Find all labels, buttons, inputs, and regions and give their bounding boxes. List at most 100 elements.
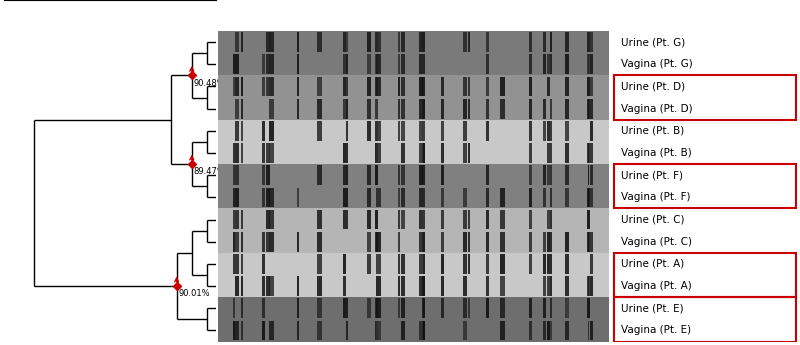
Bar	[422, 32, 426, 52]
Bar	[318, 210, 322, 229]
Bar	[587, 77, 590, 96]
Bar	[346, 188, 349, 207]
Bar	[468, 210, 470, 229]
Bar	[468, 254, 470, 274]
Bar	[529, 121, 532, 141]
Bar	[422, 55, 426, 74]
Bar	[346, 77, 349, 96]
Bar	[235, 99, 239, 119]
Bar	[419, 321, 423, 340]
Bar	[590, 321, 593, 340]
Bar	[398, 254, 400, 274]
Bar	[401, 32, 406, 52]
Text: Urine (Pt. A): Urine (Pt. A)	[622, 259, 685, 269]
Bar	[529, 321, 532, 340]
Bar	[401, 321, 406, 340]
Bar	[441, 188, 444, 207]
Bar	[401, 188, 406, 207]
Bar	[242, 143, 243, 163]
Bar	[262, 55, 266, 74]
Bar	[218, 164, 609, 186]
Bar	[233, 188, 234, 207]
Bar	[235, 276, 239, 296]
Bar	[550, 121, 552, 141]
Bar	[233, 298, 234, 318]
Bar	[401, 276, 406, 296]
Bar	[543, 321, 546, 340]
Bar	[547, 121, 550, 141]
Bar	[266, 77, 270, 96]
Bar	[297, 77, 299, 96]
Bar	[588, 232, 590, 252]
Bar	[463, 210, 466, 229]
Bar	[266, 55, 270, 74]
Bar	[500, 99, 505, 119]
Bar	[550, 32, 552, 52]
Bar	[346, 121, 349, 141]
Bar	[218, 53, 609, 76]
Bar	[346, 143, 349, 163]
Bar	[398, 165, 400, 185]
Bar	[529, 99, 532, 119]
Bar	[441, 77, 444, 96]
Bar	[441, 276, 444, 296]
Bar	[463, 188, 466, 207]
Bar	[401, 165, 406, 185]
Bar	[500, 298, 505, 318]
Bar	[375, 99, 378, 119]
Bar	[422, 121, 426, 141]
Bar	[486, 32, 489, 52]
Bar	[614, 253, 796, 297]
Bar	[590, 32, 593, 52]
Bar	[550, 143, 552, 163]
Bar	[398, 32, 400, 52]
Bar	[318, 99, 322, 119]
Bar	[262, 121, 266, 141]
Bar	[235, 210, 239, 229]
Bar	[588, 298, 590, 318]
Bar	[590, 143, 593, 163]
Bar	[550, 254, 552, 274]
Text: Vagina (Pt. D): Vagina (Pt. D)	[622, 104, 693, 114]
Bar	[614, 297, 796, 342]
Bar	[233, 143, 234, 163]
Bar	[401, 121, 406, 141]
Bar	[218, 208, 609, 231]
Bar	[375, 165, 378, 185]
Bar	[543, 99, 546, 119]
Bar	[297, 276, 299, 296]
Bar	[377, 232, 381, 252]
Bar	[218, 231, 609, 253]
Bar	[587, 55, 590, 74]
Bar	[269, 32, 274, 52]
Bar	[500, 232, 505, 252]
Bar	[565, 99, 569, 119]
Bar	[218, 186, 609, 208]
Bar	[297, 321, 299, 340]
Bar	[550, 298, 552, 318]
Bar	[343, 143, 346, 163]
Bar	[375, 121, 378, 141]
Bar	[590, 188, 593, 207]
Bar	[366, 165, 370, 185]
Bar	[346, 99, 349, 119]
Bar	[422, 321, 426, 340]
Bar	[588, 188, 590, 207]
Bar	[366, 32, 370, 52]
Bar	[463, 99, 466, 119]
Bar	[242, 121, 243, 141]
Bar	[547, 143, 550, 163]
Bar	[262, 298, 266, 318]
Bar	[366, 55, 370, 74]
Bar	[565, 32, 569, 52]
Bar	[486, 298, 489, 318]
Bar	[346, 210, 349, 229]
Bar	[366, 99, 370, 119]
Bar	[262, 77, 266, 96]
Bar	[463, 77, 466, 96]
Bar	[550, 321, 552, 340]
Bar	[550, 210, 552, 229]
Bar	[590, 55, 593, 74]
Bar	[318, 165, 322, 185]
Bar	[590, 254, 593, 274]
